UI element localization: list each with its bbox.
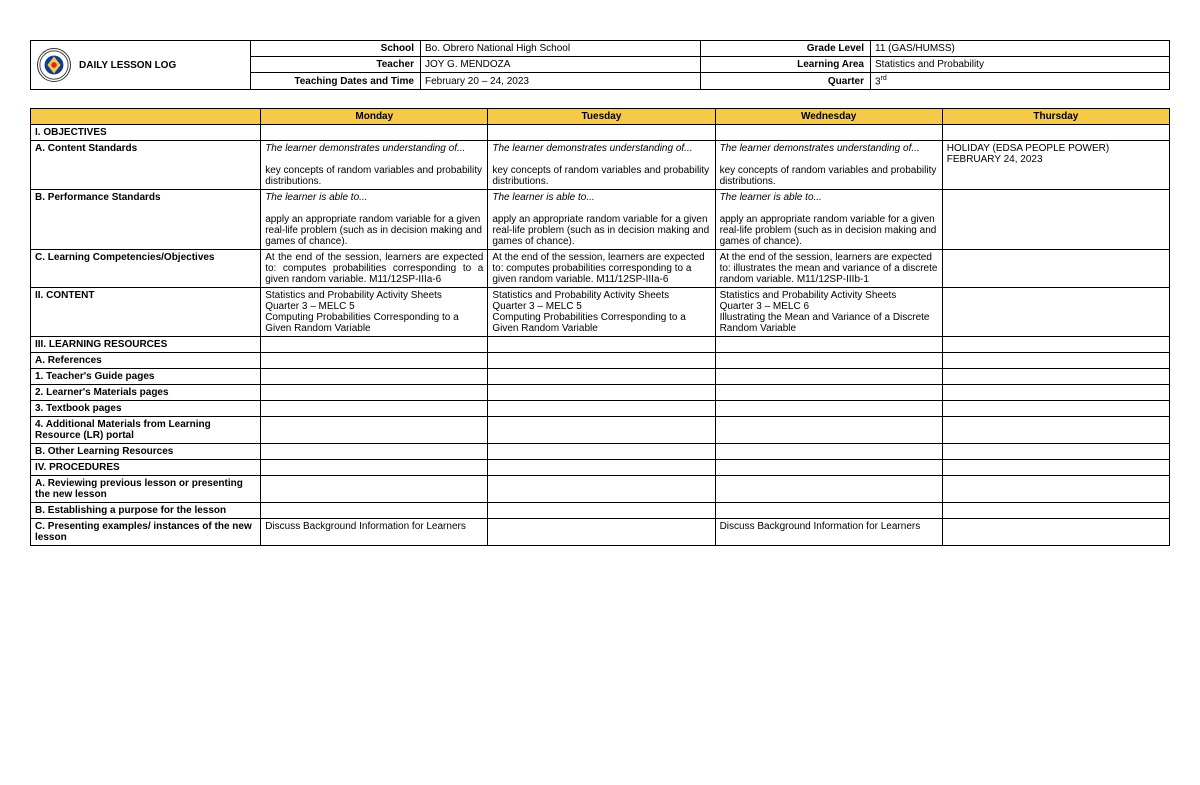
content-std-mon: The learner demonstrates understanding o… — [261, 141, 488, 190]
proc-c-wed: Discuss Background Information for Learn… — [715, 519, 942, 546]
dll-main-table: Monday Tuesday Wednesday Thursday I. OBJ… — [30, 108, 1170, 546]
row-objectives: I. OBJECTIVES — [31, 125, 1170, 141]
perf-std-mon: The learner is able to... apply an appro… — [261, 190, 488, 250]
label-proc-a: A. Reviewing previous lesson or presenti… — [31, 476, 261, 503]
row-proc-a: A. Reviewing previous lesson or presenti… — [31, 476, 1170, 503]
label-objectives: I. OBJECTIVES — [31, 125, 261, 141]
label-other-resources: B. Other Learning Resources — [31, 444, 261, 460]
perf-std-wed: The learner is able to... apply an appro… — [715, 190, 942, 250]
perf-std-tue: The learner is able to... apply an appro… — [488, 190, 715, 250]
content-std-tue: The learner demonstrates understanding o… — [488, 141, 715, 190]
label-proc-b: B. Establishing a purpose for the lesson — [31, 503, 261, 519]
lc-tue: At the end of the session, learners are … — [488, 250, 715, 288]
value-school: Bo. Obrero National High School — [421, 41, 701, 57]
value-learning-area: Statistics and Probability — [871, 57, 1170, 73]
blank-header — [31, 109, 261, 125]
logo-cell: DAILY LESSON LOG — [31, 41, 251, 90]
label-teacher: Teacher — [251, 57, 421, 73]
content-wed: Statistics and Probability Activity Shee… — [715, 288, 942, 337]
label-grade-level: Grade Level — [701, 41, 871, 57]
content-std-thu: HOLIDAY (EDSA PEOPLE POWER) FEBRUARY 24,… — [942, 141, 1169, 190]
label-references: A. References — [31, 353, 261, 369]
header-thursday: Thursday — [942, 109, 1169, 125]
value-dates: February 20 – 24, 2023 — [421, 73, 701, 90]
label-quarter: Quarter — [701, 73, 871, 90]
row-proc-b: B. Establishing a purpose for the lesson — [31, 503, 1170, 519]
label-learning-resources: III. LEARNING RESOURCES — [31, 337, 261, 353]
dll-title: DAILY LESSON LOG — [79, 60, 176, 71]
deped-logo-icon — [37, 48, 71, 82]
header-wednesday: Wednesday — [715, 109, 942, 125]
content-std-wed: The learner demonstrates understanding o… — [715, 141, 942, 190]
row-teachers-guide: 1. Teacher's Guide pages — [31, 369, 1170, 385]
days-header-row: Monday Tuesday Wednesday Thursday — [31, 109, 1170, 125]
value-quarter: 3rd — [871, 73, 1170, 90]
label-teachers-guide: 1. Teacher's Guide pages — [31, 369, 261, 385]
row-learning-resources: III. LEARNING RESOURCES — [31, 337, 1170, 353]
label-performance-standards: B. Performance Standards — [31, 190, 261, 250]
lc-mon: At the end of the session, learners are … — [261, 250, 488, 288]
label-content-standards: A. Content Standards — [31, 141, 261, 190]
label-textbook: 3. Textbook pages — [31, 401, 261, 417]
label-procedures: IV. PROCEDURES — [31, 460, 261, 476]
row-references: A. References — [31, 353, 1170, 369]
label-learners-materials: 2. Learner's Materials pages — [31, 385, 261, 401]
value-grade-level: 11 (GAS/HUMSS) — [871, 41, 1170, 57]
label-additional-materials: 4. Additional Materials from Learning Re… — [31, 417, 261, 444]
row-textbook: 3. Textbook pages — [31, 401, 1170, 417]
content-tue: Statistics and Probability Activity Shee… — [488, 288, 715, 337]
label-learning-competencies: C. Learning Competencies/Objectives — [31, 250, 261, 288]
label-school: School — [251, 41, 421, 57]
row-additional-materials: 4. Additional Materials from Learning Re… — [31, 417, 1170, 444]
row-procedures: IV. PROCEDURES — [31, 460, 1170, 476]
label-proc-c: C. Presenting examples/ instances of the… — [31, 519, 261, 546]
row-content-standards: A. Content Standards The learner demonst… — [31, 141, 1170, 190]
label-dates: Teaching Dates and Time — [251, 73, 421, 90]
lc-wed: At the end of the session, learners are … — [715, 250, 942, 288]
row-other-resources: B. Other Learning Resources — [31, 444, 1170, 460]
row-content: II. CONTENT Statistics and Probability A… — [31, 288, 1170, 337]
proc-c-mon: Discuss Background Information for Learn… — [261, 519, 488, 546]
content-mon: Statistics and Probability Activity Shee… — [261, 288, 488, 337]
header-tuesday: Tuesday — [488, 109, 715, 125]
row-performance-standards: B. Performance Standards The learner is … — [31, 190, 1170, 250]
header-monday: Monday — [261, 109, 488, 125]
row-learning-competencies: C. Learning Competencies/Objectives At t… — [31, 250, 1170, 288]
header-table: DAILY LESSON LOG School Bo. Obrero Natio… — [30, 40, 1170, 90]
row-proc-c: C. Presenting examples/ instances of the… — [31, 519, 1170, 546]
label-learning-area: Learning Area — [701, 57, 871, 73]
label-content: II. CONTENT — [31, 288, 261, 337]
row-learners-materials: 2. Learner's Materials pages — [31, 385, 1170, 401]
value-teacher: JOY G. MENDOZA — [421, 57, 701, 73]
